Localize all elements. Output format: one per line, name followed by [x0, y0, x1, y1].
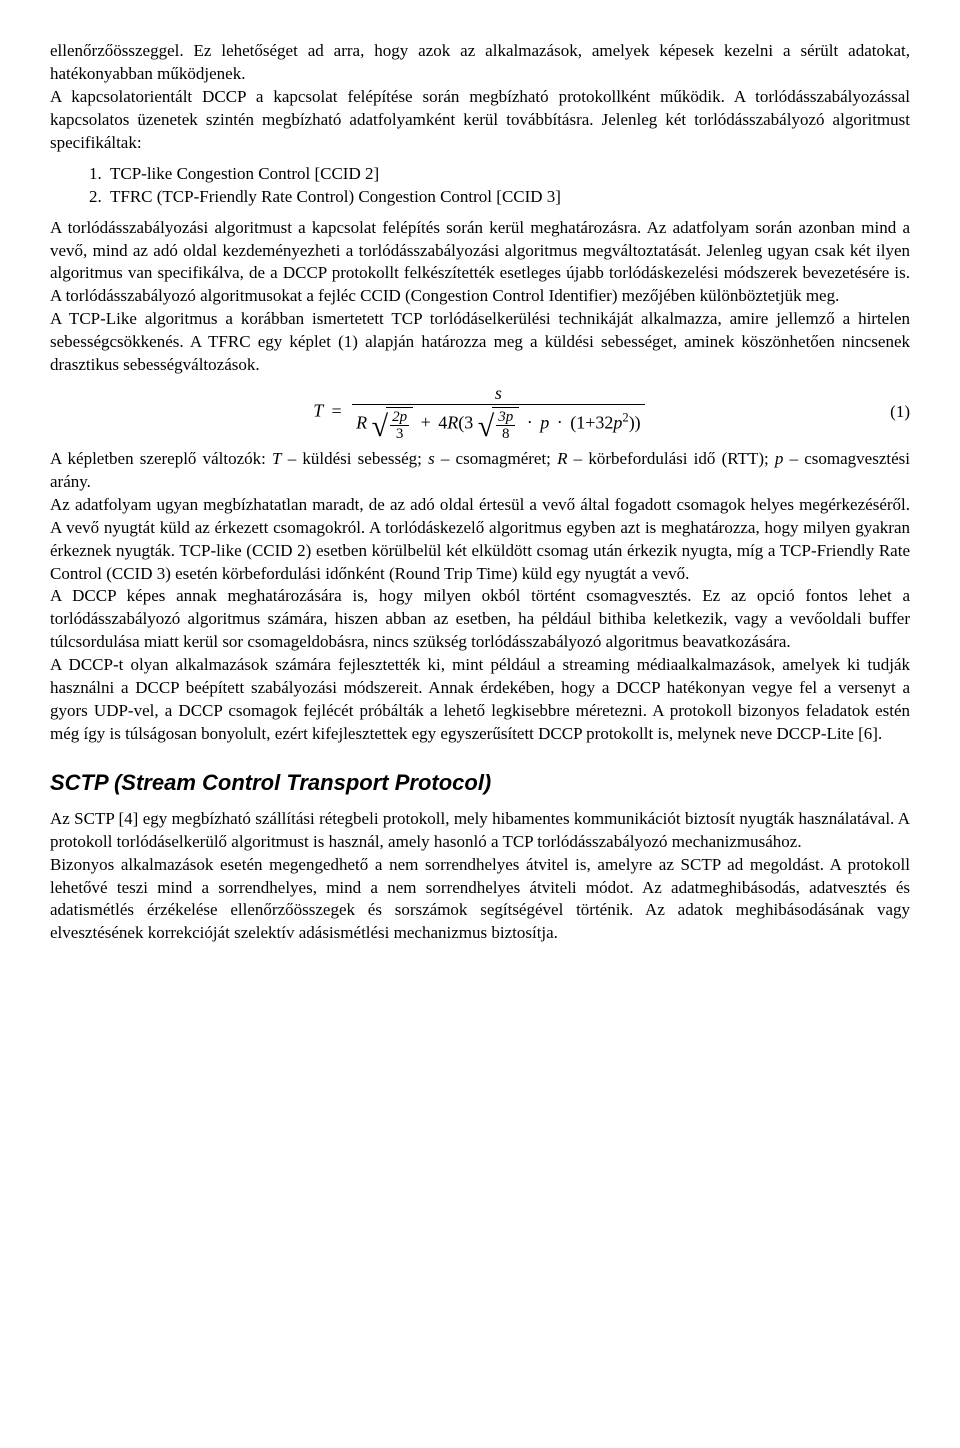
fraction-numerator: s	[352, 383, 645, 405]
paragraph-6: Az adatfolyam ugyan megbízhatatlan marad…	[50, 494, 910, 586]
plus-sign-2: +	[585, 412, 595, 432]
paragraph-5: A képletben szereplő változók: T – küldé…	[50, 448, 910, 494]
var-R: R	[356, 412, 367, 432]
paragraph-3: A torlódásszabályozási algoritmust a kap…	[50, 217, 910, 309]
list-item-ccid2: TCP-like Congestion Control [CCID 2]	[106, 163, 910, 186]
tfrc-formula: T = s R √ 2p 3 + 4R(3 √	[313, 383, 646, 442]
list-item-ccid3: TFRC (TCP-Friendly Rate Control) Congest…	[106, 186, 910, 209]
inner-frac-2p3: 2p 3	[390, 410, 409, 442]
main-fraction: s R √ 2p 3 + 4R(3 √	[352, 383, 645, 442]
cdot: ·	[527, 412, 533, 432]
cdot-2: ·	[557, 412, 563, 432]
paragraph-8: A DCCP-t olyan alkalmazások számára fejl…	[50, 654, 910, 746]
equation-number: (1)	[890, 401, 910, 424]
section-heading-sctp: SCTP (Stream Control Transport Protocol)	[50, 768, 910, 798]
paragraph-10: Bizonyos alkalmazások esetén megengedhet…	[50, 854, 910, 946]
paren-open: (1	[570, 412, 585, 432]
paren-close: ))	[629, 412, 641, 432]
equals-sign: =	[331, 401, 341, 421]
plus-sign: +	[421, 412, 431, 432]
paragraph-9: Az SCTP [4] egy megbízható szállítási ré…	[50, 808, 910, 854]
var-T: T	[313, 401, 323, 421]
var-p: p	[540, 412, 549, 432]
const-4: 4	[438, 412, 447, 432]
fraction-denominator: R √ 2p 3 + 4R(3 √ 3p	[352, 405, 645, 442]
sqrt-1: √ 2p 3	[372, 407, 413, 442]
paragraph-7: A DCCP képes annak meghatározására is, h…	[50, 585, 910, 654]
congestion-algorithm-list: TCP-like Congestion Control [CCID 2] TFR…	[50, 163, 910, 209]
var-R2: R	[447, 412, 458, 432]
paragraph-2: A kapcsolatorientált DCCP a kapcsolat fe…	[50, 86, 910, 155]
const-3: 3	[464, 412, 473, 432]
const-32: 32	[595, 412, 613, 432]
equation-row: T = s R √ 2p 3 + 4R(3 √	[50, 383, 910, 442]
inner-frac-3p8: 3p 8	[496, 410, 515, 442]
paragraph-4: A TCP-Like algoritmus a korábban ismerte…	[50, 308, 910, 377]
sqrt-2: √ 3p 8	[478, 407, 519, 442]
paragraph-1: ellenőrzőösszeggel. Ez lehetőséget ad ar…	[50, 40, 910, 86]
